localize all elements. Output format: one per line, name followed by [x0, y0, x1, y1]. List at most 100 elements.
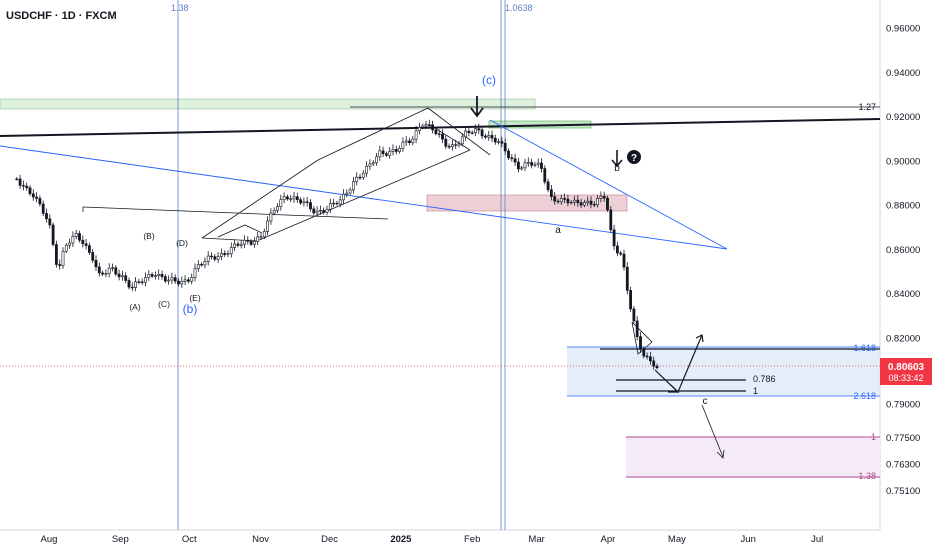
fib-level-label: 1.618 — [853, 343, 876, 353]
candle-body — [648, 356, 652, 362]
candle-body — [137, 281, 141, 283]
down-arrow-icon — [611, 150, 623, 168]
symbol-title[interactable]: USDCHF · 1D · FXCM — [6, 10, 117, 22]
wedge-line — [427, 107, 491, 156]
candle-body — [285, 196, 289, 200]
candle-body — [434, 129, 438, 135]
candle-body — [94, 259, 98, 268]
candle-body — [513, 158, 517, 163]
candle-body — [635, 320, 639, 338]
candle-body — [312, 208, 316, 214]
y-tick-label: 0.88000 — [886, 201, 920, 212]
y-tick-label: 0.82000 — [886, 333, 920, 344]
candle-body — [470, 132, 474, 134]
candle-body — [180, 281, 184, 285]
candle-body — [639, 336, 642, 350]
target-zone-purple — [626, 437, 880, 477]
candle-body — [54, 244, 58, 265]
candle-body — [315, 210, 319, 214]
candle-body — [632, 308, 636, 322]
wedge-line — [429, 124, 471, 151]
candle-body — [431, 124, 435, 131]
candle-body — [497, 141, 501, 143]
candle-body — [167, 279, 171, 282]
candle-body — [38, 198, 42, 205]
candle-body — [576, 199, 580, 203]
candle-body — [599, 195, 603, 199]
candle-body — [269, 212, 273, 222]
candle-body — [183, 279, 187, 282]
candle-body — [206, 255, 210, 262]
candle-body — [213, 256, 217, 260]
candle-body — [150, 274, 154, 277]
candle-body — [579, 202, 583, 206]
x-tick-label: Nov — [252, 534, 269, 545]
wave-label: (D) — [176, 238, 188, 248]
candle-body — [295, 196, 299, 200]
fib-level-label: 1.27 — [858, 102, 876, 112]
candle-body — [414, 130, 418, 140]
candle-body — [540, 162, 543, 169]
y-tick-label: 0.79000 — [886, 400, 920, 411]
blue-trendline — [489, 119, 728, 250]
candle-body — [91, 252, 95, 261]
candle-body — [368, 163, 372, 167]
candle-body — [533, 163, 537, 166]
small-triangle — [217, 224, 263, 238]
candle-body — [236, 243, 240, 246]
projection-path — [701, 404, 724, 458]
candle-body — [31, 193, 35, 198]
candle-body — [375, 156, 378, 164]
candle-body — [549, 189, 553, 197]
candle-body — [71, 236, 75, 244]
candle-body — [302, 201, 306, 204]
candle-body — [154, 275, 157, 277]
candle-body — [490, 135, 494, 139]
wave-label: (E) — [189, 293, 201, 303]
price-axis-panel — [880, 0, 932, 530]
y-tick-label: 0.86000 — [886, 245, 920, 256]
candle-body — [160, 274, 164, 277]
candle-body — [276, 206, 279, 211]
supply-zone-green — [0, 98, 536, 110]
wave-label: (c) — [482, 73, 496, 87]
candle-body — [500, 141, 504, 144]
candle-body — [124, 275, 128, 281]
candle-body — [447, 146, 451, 148]
candle-body — [450, 144, 454, 147]
wave-label: (C) — [158, 299, 170, 309]
candle-body — [371, 162, 375, 165]
x-tick-label: Oct — [182, 534, 197, 545]
candle-body — [401, 141, 405, 149]
candle-body — [503, 142, 507, 152]
candle-body — [200, 264, 204, 266]
candle-body — [203, 261, 207, 266]
candle-body — [256, 236, 260, 242]
candle-body — [177, 280, 180, 285]
fib-level-label: 1.38 — [858, 471, 876, 481]
candle-body — [526, 162, 530, 164]
candle-body — [45, 213, 48, 220]
candle-body — [289, 198, 293, 200]
candle-body — [74, 233, 78, 237]
channel-line — [201, 159, 319, 239]
candle-body — [229, 247, 233, 254]
candle-body — [655, 365, 659, 368]
candle-body — [322, 210, 326, 213]
candle-body — [51, 224, 55, 245]
candle-body — [582, 202, 586, 206]
candle-body — [507, 150, 510, 159]
y-tick-label: 0.96000 — [886, 24, 920, 35]
candle-body — [427, 124, 431, 126]
candle-body — [384, 153, 388, 156]
x-tick-label: Aug — [41, 534, 58, 545]
candle-body — [606, 197, 609, 211]
candle-body — [111, 267, 114, 269]
candle-body — [64, 244, 68, 252]
candle-body — [259, 236, 263, 238]
candle-body — [355, 176, 359, 182]
candle-body — [483, 135, 487, 138]
candle-body — [348, 189, 352, 194]
